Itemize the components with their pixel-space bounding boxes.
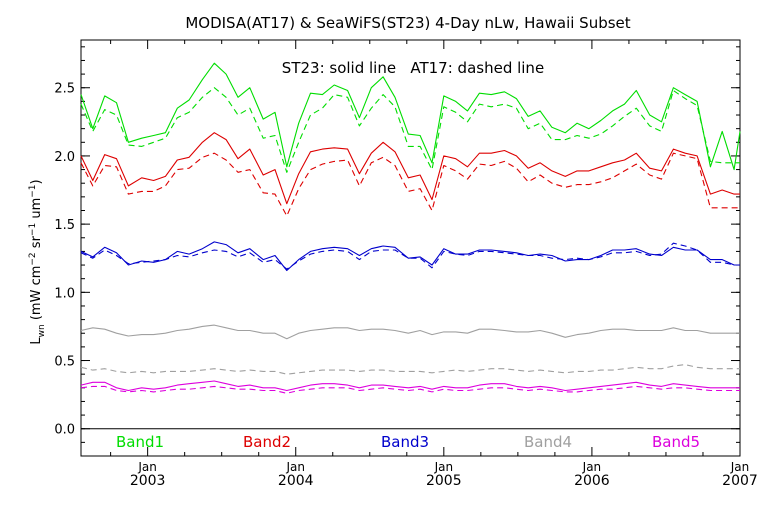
series-line-band5-dashed bbox=[80, 385, 740, 394]
x-tick-year-label: 2004 bbox=[278, 473, 314, 489]
chart-title: MODISA(AT17) & SeaWiFS(ST23) 4-Day nLw, … bbox=[185, 14, 630, 32]
y-axis-label: Lwn (mW cm−2 sr−1 um−1) bbox=[28, 179, 47, 344]
x-tick-month-label: Jan bbox=[285, 460, 305, 474]
legend-label-band3: Band3 bbox=[381, 433, 429, 451]
x-tick-month-label: Jan bbox=[434, 460, 454, 474]
x-tick-year-label: 2005 bbox=[426, 473, 462, 489]
legend-label-band1: Band1 bbox=[116, 433, 164, 451]
series-line-band5-solid bbox=[80, 380, 740, 392]
series-line-band1-solid bbox=[80, 62, 741, 171]
legend-label-band4: Band4 bbox=[524, 433, 572, 451]
legend: Band1 Band2 Band3 Band4 Band5 bbox=[116, 433, 700, 451]
series-line-band2-dashed bbox=[80, 152, 740, 217]
x-tick-year-label: 2007 bbox=[722, 473, 758, 489]
line-style-annotation: ST23: solid line AT17: dashed line bbox=[282, 59, 544, 77]
y-tick-label: 0.0 bbox=[54, 423, 75, 438]
x-tick-month-label: Jan bbox=[730, 460, 750, 474]
series-line-band4-dashed bbox=[80, 364, 740, 375]
y-tick-label: 2.5 bbox=[54, 82, 75, 97]
series-line-band4-solid bbox=[80, 324, 740, 340]
x-tick-month-label: Jan bbox=[582, 460, 602, 474]
series-layer bbox=[80, 62, 741, 394]
x-tick-year-label: 2006 bbox=[574, 473, 610, 489]
series-line-band3-solid bbox=[80, 241, 740, 272]
series-line-band2-solid bbox=[80, 132, 740, 205]
y-axis: 0.0 0.5 1.0 1.5 2.0 2.5 bbox=[54, 46, 740, 443]
series-line-band3-dashed bbox=[80, 242, 740, 270]
legend-label-band5: Band5 bbox=[652, 433, 700, 451]
plot-frame bbox=[80, 39, 741, 457]
legend-label-band2: Band2 bbox=[243, 433, 291, 451]
y-tick-label: 1.5 bbox=[54, 218, 75, 233]
x-tick-month-label: Jan bbox=[137, 460, 157, 474]
x-tick-year-label: 2003 bbox=[130, 473, 166, 489]
plot-border bbox=[80, 39, 741, 457]
y-tick-label: 0.5 bbox=[54, 355, 75, 370]
y-tick-label: 1.0 bbox=[54, 286, 75, 301]
y-tick-label: 2.0 bbox=[54, 150, 75, 165]
